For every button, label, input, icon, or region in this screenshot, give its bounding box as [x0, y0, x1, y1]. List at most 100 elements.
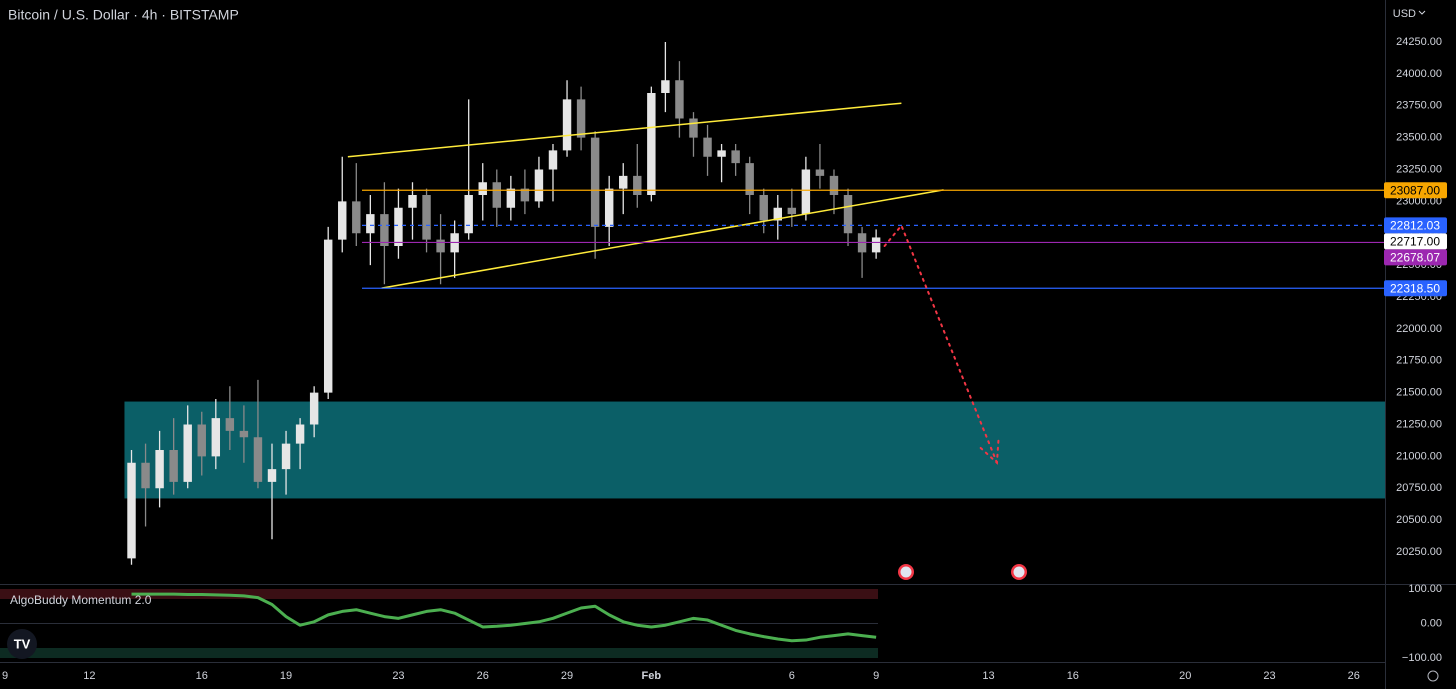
y-tick-label: 21250.00	[1396, 418, 1442, 430]
indicator-tick-label: 0.00	[1421, 617, 1442, 629]
candle-body	[590, 137, 600, 227]
trendline	[381, 189, 944, 289]
price-tag-label: 22678.07	[1390, 251, 1440, 265]
candle-body	[492, 182, 502, 208]
candle-body	[829, 175, 839, 196]
candle-body	[843, 195, 853, 234]
y-tick-label: 22000.00	[1396, 323, 1442, 335]
chart-title: Bitcoin / U.S. Dollar · 4h · BITSTAMP	[8, 7, 239, 23]
event-icon[interactable]	[1011, 564, 1027, 580]
price-pane	[127, 41, 1385, 565]
candle-body	[717, 150, 726, 157]
indicator-upper-band	[0, 589, 878, 599]
candle-body	[323, 239, 333, 393]
x-tick-label: 19	[280, 670, 292, 682]
candle-body	[338, 201, 347, 240]
candle-body	[422, 195, 431, 240]
candle-body	[534, 169, 544, 202]
trendline	[347, 102, 902, 158]
indicator-tick-label: 100.00	[1408, 583, 1442, 595]
price-tag-label: 23087.00	[1390, 183, 1440, 197]
y-tick-label: 20750.00	[1396, 482, 1442, 494]
x-tick-label: 26	[477, 670, 489, 682]
demand-zone	[124, 401, 1385, 499]
candle-body	[506, 188, 516, 208]
candle-body	[619, 175, 628, 189]
indicator-title: AlgoBuddy Momentum 2.0	[10, 593, 152, 607]
svg-text:TV: TV	[14, 636, 31, 651]
candle-body	[787, 207, 797, 215]
candle-body	[309, 392, 319, 425]
candle-body	[141, 462, 150, 489]
candle-body	[197, 424, 206, 457]
projection-arrowhead	[979, 439, 1000, 465]
candle-body	[281, 443, 291, 470]
projection-path	[883, 223, 998, 464]
y-tick-label: 23250.00	[1396, 163, 1442, 175]
x-tick-label: 6	[789, 670, 795, 682]
price-tag	[1384, 280, 1447, 297]
y-tick-label: 24250.00	[1396, 36, 1442, 48]
price-tag	[1384, 249, 1447, 266]
price-tag-label: 22318.50	[1390, 281, 1440, 295]
price-tag	[1384, 217, 1447, 234]
candle-body	[127, 462, 136, 559]
currency-label[interactable]: USD	[1393, 8, 1416, 20]
y-tick-label: 21000.00	[1396, 450, 1442, 462]
candle-body	[253, 437, 263, 482]
currency-caret	[1418, 10, 1426, 15]
momentum-line	[131, 592, 877, 643]
event-icon[interactable]	[898, 564, 914, 580]
candle-body	[295, 424, 305, 444]
candle-body	[661, 80, 670, 93]
candle-body	[225, 418, 235, 431]
candle-body	[394, 207, 403, 247]
candle-body	[675, 80, 684, 119]
tv-logo: TV	[7, 629, 37, 659]
x-tick-label: 26	[1348, 670, 1360, 682]
candle-body	[169, 450, 178, 482]
candle-body	[871, 237, 881, 253]
x-tick-label: 12	[83, 670, 95, 682]
candle-body	[380, 214, 389, 247]
settings-icon[interactable]	[1427, 670, 1439, 682]
x-tick-label: 20	[1179, 670, 1191, 682]
candle-body	[548, 150, 558, 170]
x-tick-label: Feb	[642, 670, 662, 682]
candle-body	[520, 188, 530, 202]
candle-body	[562, 99, 572, 151]
y-tick-label: 20500.00	[1396, 514, 1442, 526]
candle-body	[815, 169, 825, 176]
candle-body	[366, 214, 375, 234]
price-tag-label: 22717.00	[1390, 235, 1440, 249]
x-tick-label: 23	[392, 670, 404, 682]
x-tick-label: 16	[196, 670, 208, 682]
x-tick-label: 9	[873, 670, 879, 682]
candle-body	[731, 150, 740, 164]
y-tick-label: 21500.00	[1396, 387, 1442, 399]
candle-body	[211, 418, 221, 457]
indicator-pane	[0, 592, 878, 643]
candle-body	[183, 424, 192, 482]
price-tag-label: 22812.03	[1390, 219, 1440, 233]
y-tick-label: 23500.00	[1396, 132, 1442, 144]
candle-body	[267, 469, 277, 482]
candle-body	[436, 239, 445, 253]
candle-body	[689, 118, 698, 138]
candle-body	[745, 163, 754, 196]
candle-body	[633, 175, 642, 196]
x-tick-label: 13	[982, 670, 994, 682]
y-tick-label: 21750.00	[1396, 355, 1442, 367]
x-tick-label: 29	[561, 670, 573, 682]
y-tick-label: 20250.00	[1396, 546, 1442, 558]
y-tick-label: 23750.00	[1396, 100, 1442, 112]
candle-body	[759, 195, 768, 221]
candle-body	[703, 137, 712, 157]
candle-body	[801, 169, 811, 215]
y-tick-label: 24000.00	[1396, 68, 1442, 80]
x-tick-label: 23	[1263, 670, 1275, 682]
candle-body	[352, 201, 361, 234]
zone-layer	[124, 401, 1385, 499]
